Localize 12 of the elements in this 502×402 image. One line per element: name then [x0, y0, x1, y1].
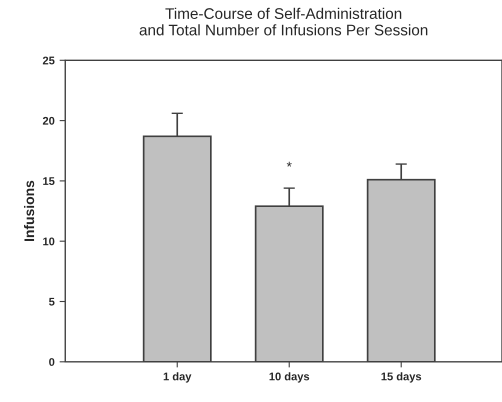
- y-tick-label: 5: [49, 298, 55, 306]
- x-tick-label: 10 days: [270, 372, 310, 383]
- y-axis-title: Infusions: [24, 180, 34, 241]
- y-tick-label: 0: [49, 358, 54, 366]
- y-tick-label: 25: [42, 56, 55, 64]
- y-tick-label: 20: [42, 116, 54, 125]
- x-tick-label: 1 day: [164, 372, 192, 383]
- y-tick-label: 15: [43, 177, 55, 186]
- y-tick-label: 10: [43, 237, 54, 246]
- x-tick-label: 15 days: [382, 372, 422, 383]
- annotation: *: [286, 162, 292, 167]
- chart-title: Time-Course of Self-Administration and Total Number of Infusions Per Session: [140, 8, 428, 36]
